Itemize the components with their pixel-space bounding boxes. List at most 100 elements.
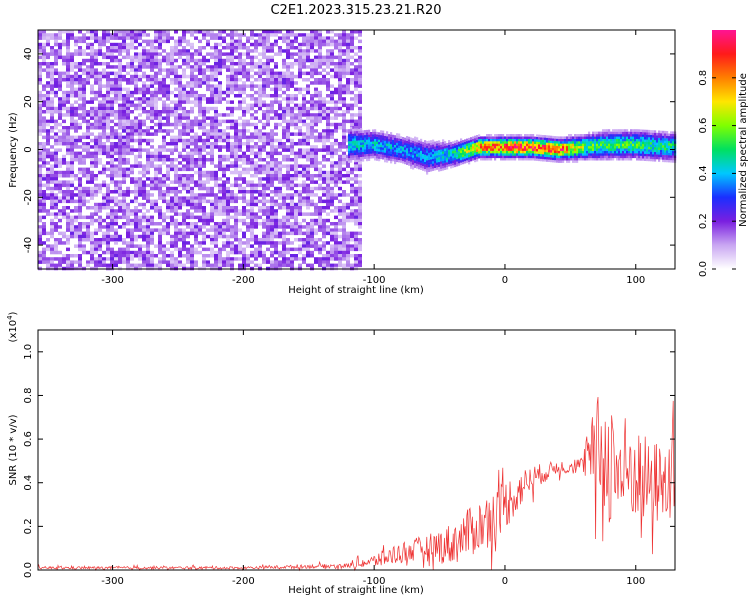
heatmap-cell (138, 62, 142, 66)
heatmap-cell (362, 151, 365, 155)
heatmap-cell (310, 190, 314, 194)
heatmap-cell (38, 119, 42, 124)
heatmap-cell (122, 116, 126, 120)
heatmap-cell (266, 81, 270, 85)
heatmap-cell (222, 180, 226, 184)
heatmap-cell (102, 241, 106, 245)
heatmap-cell (330, 177, 334, 181)
heatmap-cell (318, 81, 322, 85)
heatmap-cell (122, 42, 126, 47)
heatmap-cell (78, 30, 82, 34)
heatmap-cell (166, 209, 170, 213)
heatmap-cell (262, 158, 266, 162)
heatmap-cell (54, 263, 58, 268)
heatmap-cell (370, 132, 373, 135)
heatmap-cell (130, 164, 134, 168)
heatmap-cell (270, 218, 274, 223)
heatmap-cell (158, 113, 162, 117)
heatmap-cell (174, 164, 178, 168)
heatmap-cell (286, 193, 290, 197)
heatmap-cell (238, 164, 242, 168)
heatmap-cell (334, 180, 338, 184)
heatmap-cell (70, 180, 74, 184)
heatmap-cell (298, 154, 302, 159)
heatmap-cell (170, 113, 174, 117)
heatmap-cell (358, 199, 362, 204)
heatmap-cell (294, 158, 298, 162)
heatmap-cell (206, 193, 210, 197)
heatmap-cell (190, 100, 194, 104)
heatmap-cell (400, 136, 403, 139)
heatmap-cell (46, 106, 50, 111)
heatmap-cell (334, 87, 338, 92)
heatmap-cell (154, 186, 158, 191)
heatmap-cell (182, 116, 186, 120)
heatmap-cell (78, 222, 82, 226)
heatmap-cell (218, 186, 222, 191)
heatmap-cell (130, 180, 134, 184)
heatmap-cell (322, 113, 326, 117)
heatmap-cell (218, 199, 222, 204)
heatmap-cell (118, 119, 122, 124)
heatmap-cell (118, 161, 122, 165)
heatmap-cell (122, 193, 126, 197)
heatmap-cell (214, 58, 218, 63)
heatmap-cell (262, 81, 266, 85)
heatmap-cell (358, 71, 362, 76)
heatmap-cell (294, 87, 298, 92)
heatmap-cell (330, 154, 334, 159)
heatmap-cell (174, 113, 178, 117)
heatmap-cell (326, 132, 330, 136)
heatmap-cell (170, 158, 174, 162)
heatmap-cell (190, 126, 194, 130)
heatmap-cell (202, 113, 206, 117)
heatmap-cell (110, 90, 114, 95)
heatmap-cell (266, 110, 270, 114)
heatmap-cell (182, 46, 186, 50)
heatmap-cell (246, 254, 250, 258)
heatmap-cell (218, 164, 222, 168)
heatmap-cell (114, 148, 118, 152)
heatmap-cell (190, 94, 194, 98)
heatmap-cell (386, 136, 389, 139)
heatmap-cell (106, 244, 110, 248)
heatmap-cell (182, 199, 186, 204)
heatmap-cell (298, 250, 302, 255)
heatmap-cell (356, 159, 359, 163)
heatmap-cell (130, 238, 134, 242)
heatmap-cell (54, 196, 58, 200)
heatmap-cell (98, 87, 102, 92)
heatmap-cell (98, 151, 102, 156)
heatmap-cell (348, 136, 351, 139)
heatmap-cell (70, 81, 74, 85)
heatmap-cell (238, 257, 242, 261)
heatmap-cell (270, 68, 274, 72)
heatmap-cell (122, 177, 126, 181)
heatmap-cell (364, 156, 367, 159)
heatmap-cell (302, 241, 306, 245)
heatmap-cell (186, 84, 190, 88)
heatmap-cell (206, 78, 210, 82)
heatmap-cell (118, 33, 122, 37)
heatmap-cell (170, 68, 174, 72)
heatmap-cell (134, 206, 138, 210)
heatmap-cell (346, 193, 350, 197)
heatmap-cell (314, 218, 318, 223)
heatmap-cell (326, 170, 330, 175)
heatmap-cell (298, 52, 302, 56)
heatmap-cell (274, 87, 278, 92)
heatmap-cell (266, 74, 270, 79)
heatmap-cell (170, 106, 174, 111)
heatmap-cell (90, 62, 94, 66)
heatmap-cell (310, 164, 314, 168)
heatmap-cell (218, 30, 222, 34)
heatmap-cell (234, 250, 238, 255)
heatmap-cell (154, 74, 158, 79)
heatmap-cell (290, 148, 294, 152)
heatmap-cell (226, 55, 230, 60)
heatmap-cell (358, 55, 362, 60)
heatmap-cell (174, 122, 178, 127)
heatmap-cell (210, 158, 214, 162)
heatmap-cell (98, 260, 102, 264)
heatmap-cell (306, 46, 310, 50)
